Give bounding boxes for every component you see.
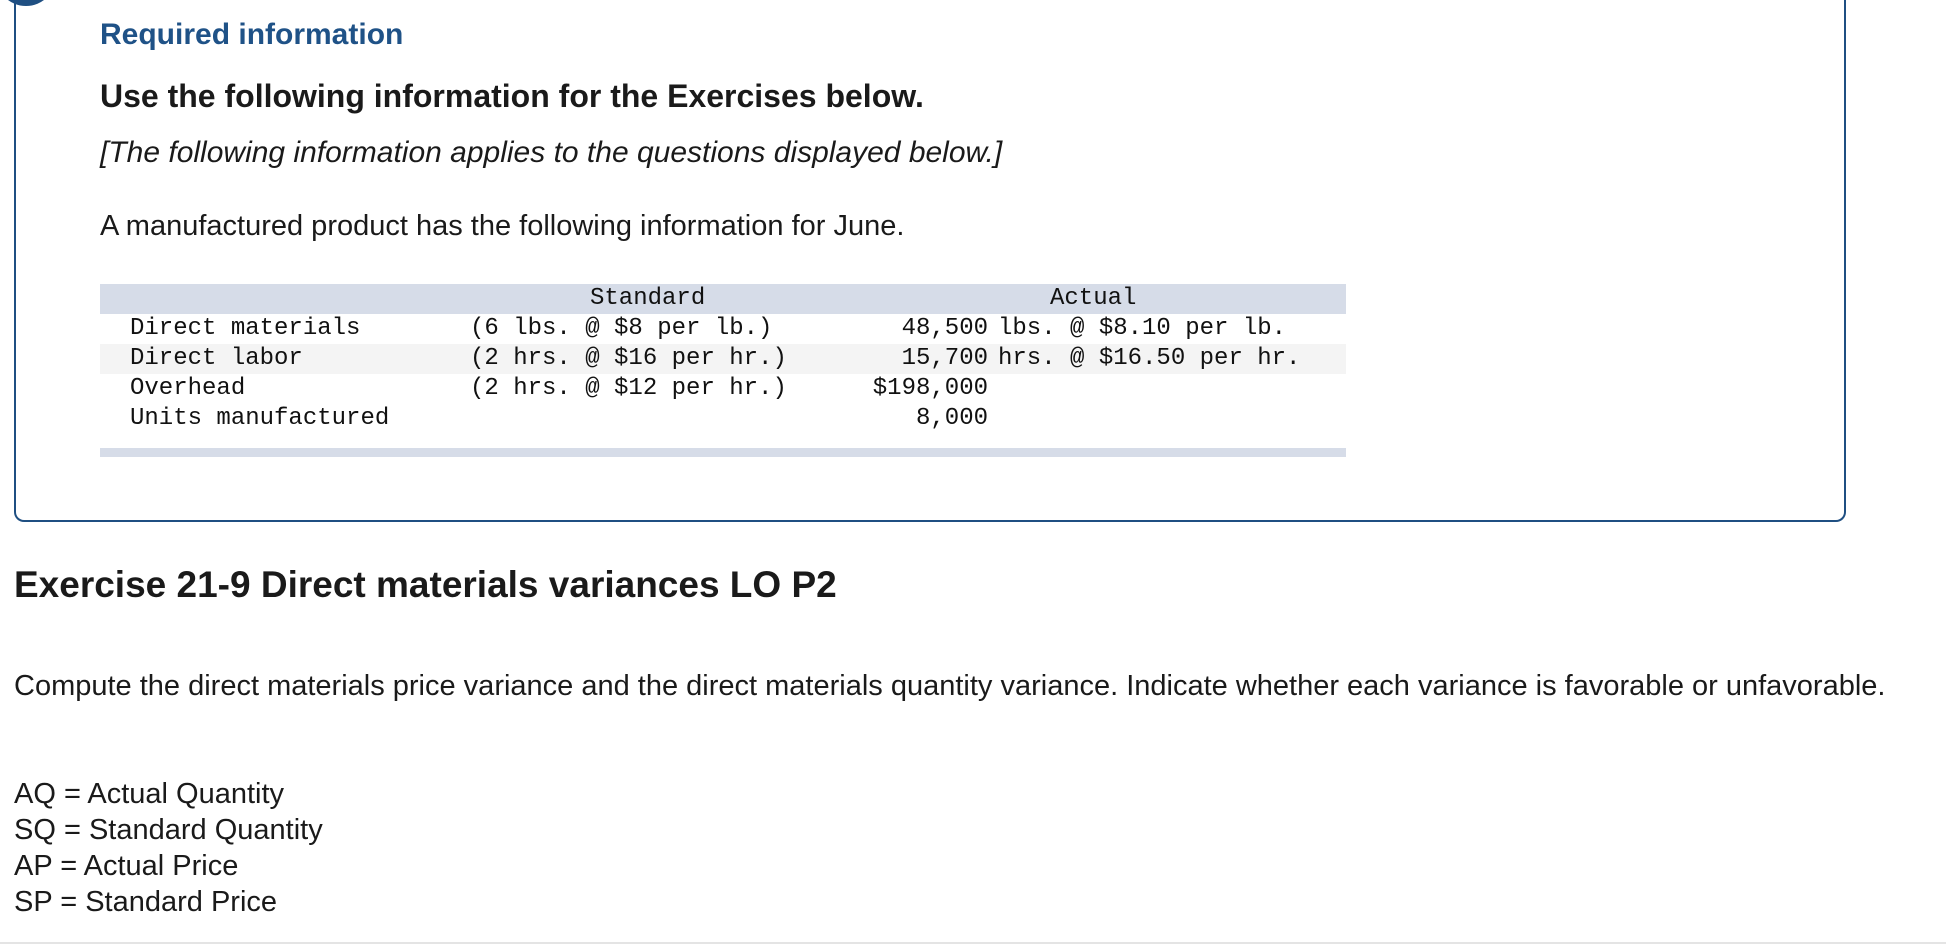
row-actual-qty: 15,700 [901, 345, 988, 372]
exercise-instructions: Compute the direct materials price varia… [14, 670, 1886, 702]
table-header-row: Standard Actual [100, 284, 1346, 314]
required-information-title: Required information [100, 18, 404, 51]
row-label: Overhead [130, 375, 246, 402]
table-row: Overhead (2 hrs. @ $12 per hr.) $198,000 [100, 374, 1346, 404]
product-info-table: Standard Actual Direct materials (6 lbs.… [100, 284, 1346, 457]
row-actual-rate: hrs. @ $16.50 per hr. [998, 345, 1301, 372]
exercise-title: Exercise 21-9 Direct materials variances… [14, 564, 837, 605]
row-actual-rate: lbs. @ $8.10 per lb. [998, 315, 1287, 342]
table-footer-bar [100, 448, 1346, 457]
applies-note: [The following information applies to th… [100, 136, 1003, 169]
table-row: Direct labor (2 hrs. @ $16 per hr.) 15,7… [100, 344, 1346, 374]
table-row: Units manufactured 8,000 [100, 404, 1346, 434]
definition-sq: SQ = Standard Quantity [14, 814, 323, 846]
definition-sp: SP = Standard Price [14, 886, 278, 918]
table-row: Direct materials (6 lbs. @ $8 per lb.) 4… [100, 314, 1346, 344]
row-actual-qty: 8,000 [915, 405, 988, 432]
corner-badge-icon [0, 0, 56, 6]
row-standard: (2 hrs. @ $16 per hr.) [470, 345, 787, 372]
row-actual-qty: $198,000 [872, 375, 988, 402]
row-label: Units manufactured [130, 405, 390, 432]
header-standard: Standard [590, 285, 706, 312]
intro-text: A manufactured product has the following… [100, 210, 905, 242]
bottom-divider [0, 942, 1946, 944]
required-information-box [0, 0, 1846, 522]
row-label: Direct materials [130, 315, 361, 342]
definition-aq: AQ = Actual Quantity [14, 778, 285, 810]
row-standard: (2 hrs. @ $12 per hr.) [470, 375, 787, 402]
exercises-heading: Use the following information for the Ex… [100, 78, 924, 114]
row-actual-qty: 48,500 [901, 315, 988, 342]
row-standard: (6 lbs. @ $8 per lb.) [470, 315, 773, 342]
abbreviation-definitions: AQ = Actual Quantity SQ = Standard Quant… [14, 776, 323, 920]
row-label: Direct labor [130, 345, 303, 372]
header-actual: Actual [1050, 285, 1137, 312]
definition-ap: AP = Actual Price [14, 850, 239, 882]
